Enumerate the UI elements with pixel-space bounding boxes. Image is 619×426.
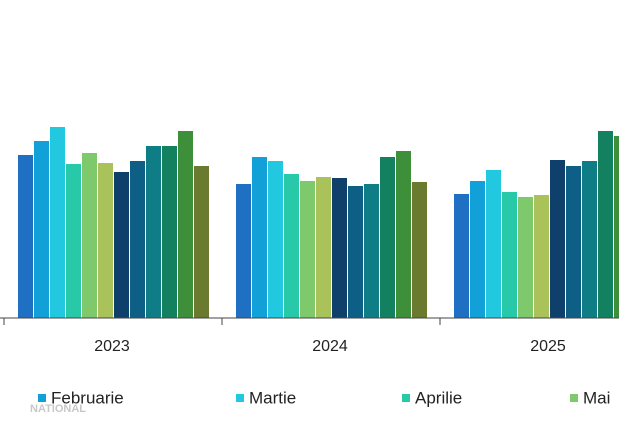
- legend-swatch: [38, 394, 46, 402]
- bar: [268, 161, 283, 318]
- legend-swatch: [402, 394, 410, 402]
- bar: [316, 177, 331, 318]
- bar: [380, 157, 395, 318]
- bar: [194, 166, 209, 318]
- bar: [300, 181, 315, 318]
- bar: [66, 164, 81, 318]
- bar: [50, 127, 65, 318]
- bar: [34, 141, 49, 318]
- bar: [98, 163, 113, 318]
- bar: [162, 146, 177, 318]
- bar: [130, 161, 145, 318]
- legend-swatch: [570, 394, 578, 402]
- bar: [550, 160, 565, 318]
- bar: [486, 170, 501, 318]
- bar: [518, 197, 533, 318]
- bar: [114, 172, 129, 318]
- bar: [284, 174, 299, 318]
- bar: [82, 153, 97, 318]
- bar: [18, 155, 33, 318]
- bar: [348, 186, 363, 318]
- legend-label: Aprilie: [415, 388, 462, 407]
- x-tick-label: 2024: [312, 338, 348, 355]
- bar: [534, 195, 549, 318]
- bar: [582, 161, 597, 318]
- bar: [146, 146, 161, 318]
- bar: [566, 166, 581, 318]
- bar: [454, 194, 469, 318]
- bar: [614, 136, 619, 318]
- watermark: NATIONAL: [30, 403, 86, 415]
- bar: [364, 184, 379, 318]
- bar: [502, 192, 517, 318]
- legend-label: Mai: [583, 388, 610, 407]
- bar: [236, 184, 251, 318]
- legend-label: Martie: [249, 388, 296, 407]
- x-tick-label: 2023: [94, 338, 130, 355]
- bar: [470, 181, 485, 318]
- legend-label: Februarie: [51, 388, 124, 407]
- bar: [252, 157, 267, 318]
- x-tick-label: 2025: [530, 338, 566, 355]
- bar: [412, 182, 427, 318]
- bar: [332, 178, 347, 318]
- legend-swatch: [236, 394, 244, 402]
- bar: [396, 151, 411, 318]
- bar: [598, 131, 613, 318]
- bar: [178, 131, 193, 318]
